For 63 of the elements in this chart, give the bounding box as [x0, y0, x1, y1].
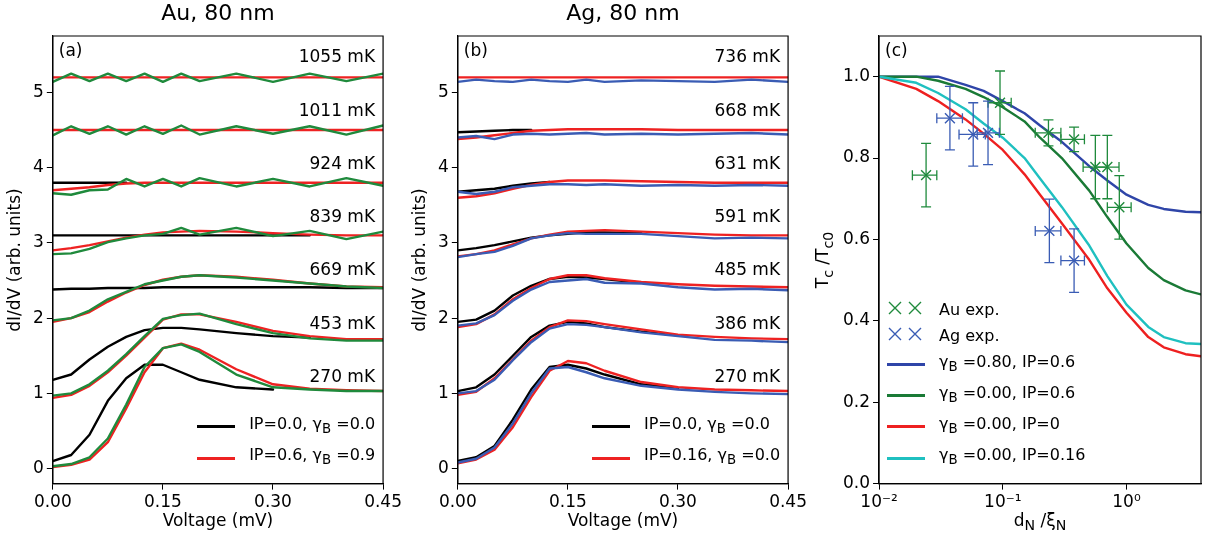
- y-tick-label: 1.0: [842, 65, 871, 86]
- y-tick-label: 4: [437, 156, 449, 177]
- legend-label: γ$_{B}$ =0.00, IP=0.16: [939, 444, 1086, 470]
- y-tick-label: 1: [437, 381, 449, 402]
- x-tick-label: 10⁻²: [860, 491, 898, 512]
- legend-label: Ag exp.: [939, 324, 1000, 347]
- annotation: (a): [58, 40, 83, 61]
- annotation: (b): [463, 40, 488, 61]
- y-tick-label: 0: [32, 456, 44, 477]
- x-tick-label: 0.30: [659, 491, 697, 512]
- annotation: 1055 mK: [298, 46, 376, 67]
- y-tick-label: 2: [437, 306, 449, 327]
- legend-label: γ$_{B}$ =0.00, IP=0.6: [939, 382, 1076, 408]
- annotation: 270 mK: [309, 365, 376, 386]
- x-tick-label: 0.30: [254, 491, 292, 512]
- y-tick-label: 5: [32, 80, 44, 101]
- chart-title: Ag, 80 nm: [566, 0, 680, 25]
- annotation: 270 mK: [714, 365, 781, 386]
- x-tick-label: 0.00: [438, 491, 477, 512]
- legend-label: Au exp.: [939, 298, 1000, 321]
- annotation: 924 mK: [309, 152, 376, 173]
- x-tick-label: 0.45: [364, 491, 402, 512]
- x-tick-label: 0.45: [769, 491, 807, 512]
- annotation: 669 mK: [309, 259, 376, 280]
- x-tick-label: 0.15: [548, 491, 587, 512]
- x-axis-title: Voltage (mV): [162, 509, 274, 530]
- y-tick-label: 5: [437, 80, 449, 101]
- x-tick-label: 10⁻¹: [984, 491, 1022, 512]
- y-axis-title: dI/dV (arb. units): [4, 188, 24, 332]
- legend-label: IP=0.16, γ$_{B}$ =0.0: [643, 444, 781, 470]
- y-tick-label: 0.6: [842, 227, 871, 248]
- y-axis-title: dI/dV (arb. units): [409, 188, 429, 332]
- annotation: 1011 mK: [298, 99, 376, 120]
- y-tick-label: 4: [32, 156, 44, 177]
- x-tick-label: 10⁰: [1112, 491, 1141, 512]
- y-tick-label: 0.8: [842, 146, 871, 167]
- y-tick-label: 0.4: [842, 309, 871, 330]
- y-tick-label: 2: [32, 306, 44, 327]
- y-tick-label: 3: [32, 231, 44, 252]
- legend-label: γ$_{B}$ =0.00, IP=0: [939, 413, 1060, 439]
- annotation: 839 mK: [309, 206, 376, 227]
- annotation: (c): [885, 40, 908, 61]
- legend-label: IP=0.6, γ$_{B}$ =0.9: [249, 444, 376, 470]
- annotation: 631 mK: [714, 152, 781, 173]
- legend-label: IP=0.0, γ$_{B}$ =0.0: [643, 413, 770, 439]
- annotation: 668 mK: [714, 99, 781, 120]
- annotation: 485 mK: [714, 259, 781, 280]
- legend-label: IP=0.0, γ$_{B}$ =0.0: [249, 413, 376, 439]
- legend-label: γ$_{B}$ =0.80, IP=0.6: [939, 350, 1076, 377]
- y-tick-label: 0: [437, 456, 449, 477]
- annotation: 591 mK: [714, 206, 781, 227]
- y-tick-label: 1: [32, 381, 44, 402]
- x-axis-title: d$_{N}$ /ξ$_{N}$: [1013, 509, 1067, 533]
- x-tick-label: 0.15: [143, 491, 182, 512]
- chart-title: Au, 80 nm: [161, 0, 275, 25]
- y-tick-label: 0.0: [842, 472, 871, 493]
- x-tick-label: 0.00: [33, 491, 72, 512]
- annotation: 736 mK: [714, 46, 781, 67]
- y-tick-label: 3: [437, 231, 449, 252]
- annotation: 453 mK: [309, 312, 376, 333]
- annotation: 386 mK: [714, 312, 781, 333]
- x-axis-title: Voltage (mV): [567, 509, 679, 530]
- y-tick-label: 0.2: [842, 390, 871, 411]
